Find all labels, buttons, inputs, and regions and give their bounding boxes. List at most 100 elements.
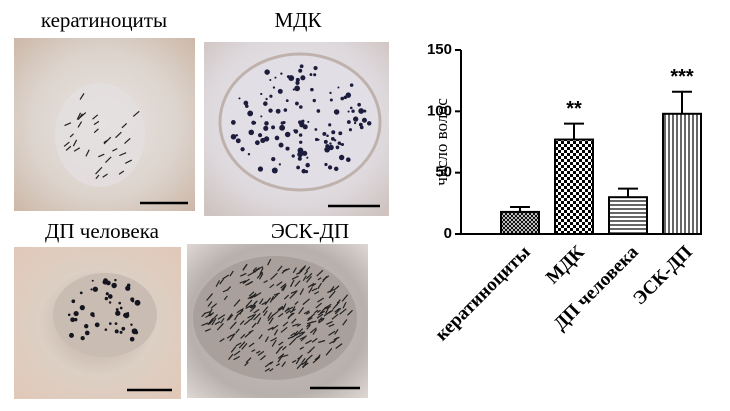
hair (295, 334, 302, 339)
follicle (306, 156, 309, 159)
hair (210, 303, 218, 309)
follicle (80, 335, 85, 341)
hair (121, 122, 128, 129)
follicle (92, 286, 98, 292)
hair (248, 342, 255, 348)
follicle (269, 78, 272, 82)
follicle (340, 96, 345, 101)
hair (315, 302, 322, 309)
follicle (115, 310, 121, 316)
hair (79, 112, 87, 119)
follicle (247, 110, 254, 117)
follicle (333, 166, 339, 172)
hair (214, 321, 221, 326)
follicle (271, 125, 276, 130)
follicle (349, 106, 353, 110)
hair (263, 279, 268, 284)
follicle (291, 154, 295, 158)
hair (318, 339, 326, 344)
follicle (301, 168, 306, 174)
follicle (105, 280, 111, 286)
hair (298, 331, 304, 335)
hair (323, 305, 332, 310)
follicle (309, 73, 313, 76)
hair (328, 330, 336, 336)
follicle (260, 115, 263, 118)
follicle (313, 73, 317, 77)
follicle (92, 314, 95, 318)
follicle (84, 324, 89, 329)
hair (112, 148, 118, 152)
follicle (324, 146, 330, 153)
follicle (366, 121, 372, 126)
hair (299, 288, 305, 296)
hair (299, 265, 307, 272)
hair (305, 266, 311, 272)
hair (93, 128, 99, 134)
hair (328, 309, 334, 314)
follicle (90, 288, 93, 291)
follicle (345, 157, 351, 163)
hair (307, 317, 313, 322)
follicle (301, 119, 305, 123)
follicle (298, 120, 302, 125)
hair (219, 278, 224, 285)
hair (253, 308, 260, 314)
follicle (323, 139, 328, 144)
hair (312, 356, 321, 364)
follicle (265, 97, 268, 101)
hair (242, 263, 248, 271)
hair (251, 349, 256, 353)
follicle (299, 64, 304, 69)
hair (250, 304, 257, 309)
follicle (107, 294, 113, 299)
hair (292, 323, 299, 327)
hair (317, 316, 323, 323)
hair (226, 334, 232, 339)
hair (334, 307, 340, 313)
follicle (274, 135, 280, 141)
hair (76, 112, 82, 120)
follicle (293, 129, 296, 132)
hair (300, 335, 308, 342)
hair (261, 301, 267, 306)
follicle (329, 91, 332, 95)
photo-label: кератиноциты (41, 8, 167, 32)
hair (285, 309, 291, 314)
follicle (338, 154, 345, 161)
hair (105, 156, 112, 163)
bar (662, 112, 702, 235)
follicle (310, 87, 314, 92)
hair (282, 284, 287, 292)
hair (207, 317, 214, 326)
follicle (346, 120, 351, 124)
follicle (285, 99, 289, 103)
hair (64, 122, 72, 127)
hair (217, 314, 226, 320)
x-tick-label: МДК (542, 242, 589, 289)
hair (347, 309, 353, 316)
follicle (312, 98, 316, 103)
hair (205, 313, 213, 319)
photo-label: ЭСК-ДП (271, 219, 349, 243)
photo-label: МДК (274, 8, 322, 32)
hair (311, 287, 318, 292)
hair (252, 267, 258, 272)
hair (327, 289, 334, 294)
hair (269, 283, 275, 289)
hair (282, 345, 287, 351)
follicle (104, 296, 109, 301)
follicle (79, 291, 83, 295)
follicle (263, 101, 268, 106)
hair (124, 159, 133, 164)
hair (219, 337, 225, 343)
hair (289, 308, 296, 314)
follicle (243, 100, 249, 106)
y-axis-label: число волос (432, 98, 451, 186)
hair (291, 359, 297, 364)
follicle (260, 137, 266, 144)
hair (264, 297, 272, 306)
follicle (316, 109, 321, 113)
hair (273, 329, 279, 336)
